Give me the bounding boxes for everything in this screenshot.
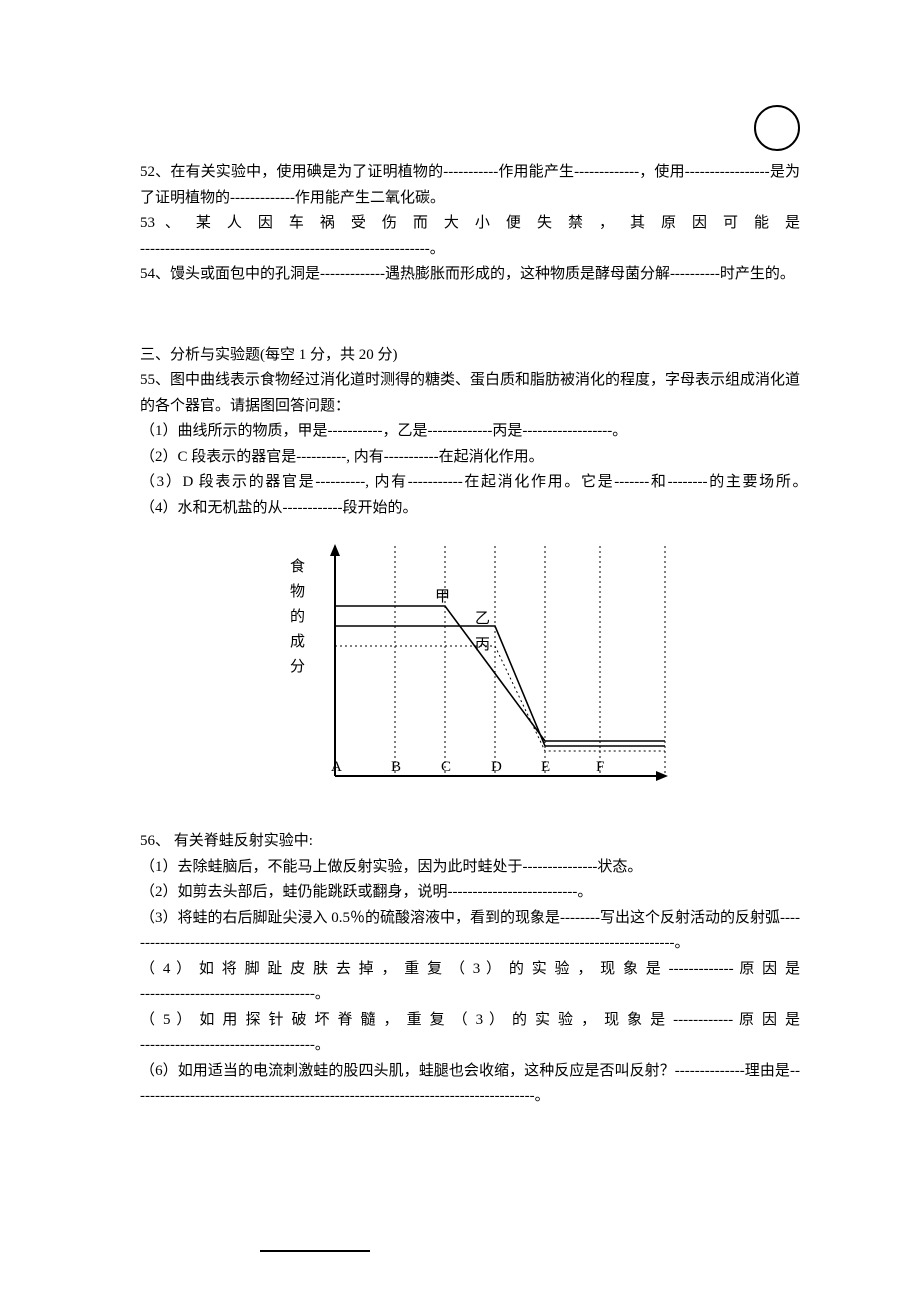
- svg-text:甲: 甲: [435, 589, 450, 605]
- svg-text:乙: 乙: [475, 611, 490, 627]
- svg-text:成: 成: [290, 633, 305, 650]
- svg-text:B: B: [391, 759, 401, 775]
- question-56-stem: 56、 有关脊蛙反射实验中:: [140, 829, 800, 855]
- question-55-3: （3）D 段表示的器官是----------, 内有-----------在起消…: [140, 470, 800, 521]
- question-52: 52、在有关实验中，使用碘是为了证明植物的-----------作用能产生---…: [140, 160, 800, 211]
- svg-text:A: A: [331, 759, 342, 775]
- question-54: 54、馒头或面包中的孔洞是-------------遇热膨胀而形成的，这种物质是…: [140, 262, 800, 288]
- digestion-chart: 食物的成分 A B C D E F 甲乙丙: [270, 531, 670, 811]
- section-3-title: 三、分析与实验题(每空 1 分，共 20 分): [140, 343, 800, 369]
- question-55-stem: 55、图中曲线表示食物经过消化道时测得的糖类、蛋白质和脂肪被消化的程度，字母表示…: [140, 368, 800, 419]
- question-55-2: （2）C 段表示的器官是----------, 内有-----------在起消…: [140, 445, 800, 471]
- question-53-line2: ----------------------------------------…: [140, 237, 800, 263]
- footer-line: [260, 1250, 370, 1252]
- svg-text:F: F: [596, 759, 604, 775]
- svg-text:D: D: [491, 759, 502, 775]
- question-56-4b: -----------------------------------。: [140, 982, 800, 1008]
- digestion-chart-wrap: 食物的成分 A B C D E F 甲乙丙: [140, 521, 800, 829]
- svg-text:食: 食: [290, 558, 305, 575]
- svg-text:丙: 丙: [475, 637, 490, 653]
- question-56-2: （2）如剪去头部后，蛙仍能跳跃或翻身，说明-------------------…: [140, 880, 800, 906]
- question-56-6: （6）如用适当的电流刺激蛙的股四头肌，蛙腿也会收缩，这种反应是否叫反射？----…: [140, 1059, 800, 1110]
- question-55-1: （1）曲线所示的物质，甲是-----------，乙是-------------…: [140, 419, 800, 445]
- question-56-4: （ 4 ） 如 将 脚 趾 皮 肤 去 掉 ， 重 复 （ 3 ） 的 实 验 …: [140, 957, 800, 983]
- svg-text:物: 物: [290, 583, 305, 600]
- svg-text:的: 的: [290, 608, 305, 625]
- page: 52、在有关实验中，使用碘是为了证明植物的-----------作用能产生---…: [0, 0, 920, 1302]
- question-56-5b: -----------------------------------。: [140, 1033, 800, 1059]
- page-number-circle: [754, 105, 800, 151]
- question-56-5: （ 5 ） 如 用 探 针 破 坏 脊 髓 ， 重 复 （ 3 ） 的 实 验 …: [140, 1008, 800, 1034]
- svg-text:分: 分: [290, 658, 305, 675]
- question-56-1: （1）去除蛙脑后，不能马上做反射实验，因为此时蛙处于--------------…: [140, 855, 800, 881]
- question-53-line1: 53 、 某 人 因 车 祸 受 伤 而 大 小 便 失 禁 ， 其 原 因 可…: [140, 211, 800, 237]
- svg-text:C: C: [441, 759, 451, 775]
- svg-text:E: E: [541, 759, 550, 775]
- question-56-3: （3）将蛙的右后脚趾尖浸入 0.5％的硫酸溶液中，看到的现象是--------写…: [140, 906, 800, 957]
